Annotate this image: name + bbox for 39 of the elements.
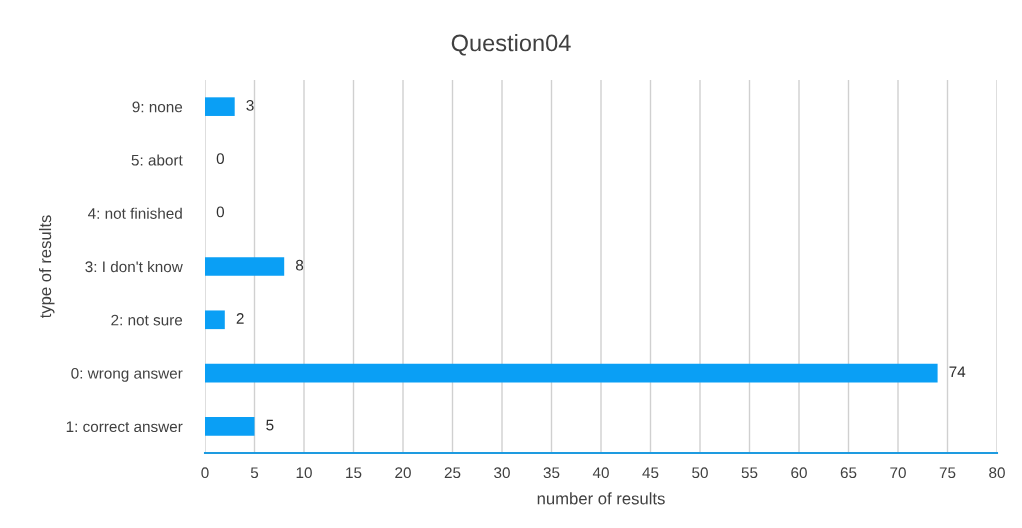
x-tick-label: 20 bbox=[395, 467, 411, 479]
x-tick-label: 10 bbox=[296, 467, 312, 479]
x-tick-label: 5 bbox=[250, 467, 259, 479]
x-tick-label: 80 bbox=[989, 467, 1005, 479]
x-axis-title: number of results bbox=[537, 492, 665, 505]
y-tick-label: 4: not finished bbox=[88, 207, 182, 219]
x-tick-label: 0 bbox=[201, 467, 209, 479]
chart-title: Question04 bbox=[451, 34, 571, 56]
x-tick-label: 50 bbox=[692, 467, 708, 479]
y-tick-label: 5: abort bbox=[131, 154, 183, 166]
bar bbox=[205, 417, 255, 436]
y-axis-title: type of results bbox=[38, 215, 55, 319]
y-tick-label: 3: I don't know bbox=[85, 260, 183, 273]
data-label: 3 bbox=[246, 99, 254, 111]
data-label: 5 bbox=[266, 419, 274, 431]
bar bbox=[205, 310, 225, 330]
x-tick-label: 65 bbox=[840, 467, 857, 479]
x-tick-label: 30 bbox=[494, 467, 510, 479]
x-tick-label: 15 bbox=[346, 467, 362, 479]
data-label: 8 bbox=[295, 259, 304, 271]
x-tick-label: 60 bbox=[791, 467, 807, 479]
data-label: 2 bbox=[236, 313, 244, 324]
y-tick-label: 2: not sure bbox=[111, 314, 183, 326]
x-tick-label: 45 bbox=[642, 467, 659, 479]
y-tick-label: 0: wrong answer bbox=[71, 367, 183, 382]
x-tick-label: 75 bbox=[939, 467, 956, 479]
y-tick-label: 1: correct answer bbox=[66, 421, 183, 433]
x-tick-label: 40 bbox=[592, 467, 609, 479]
data-label: 74 bbox=[949, 366, 966, 378]
data-label: 0 bbox=[216, 153, 225, 165]
bar bbox=[205, 257, 285, 276]
x-tick-label: 70 bbox=[890, 467, 906, 479]
data-label: 0 bbox=[216, 206, 225, 218]
x-tick-label: 25 bbox=[444, 467, 461, 479]
y-tick-label: 9: none bbox=[132, 101, 183, 113]
bar bbox=[205, 97, 235, 116]
x-tick-label: 55 bbox=[741, 467, 758, 479]
bar bbox=[205, 363, 938, 383]
x-tick-label: 35 bbox=[543, 467, 560, 479]
